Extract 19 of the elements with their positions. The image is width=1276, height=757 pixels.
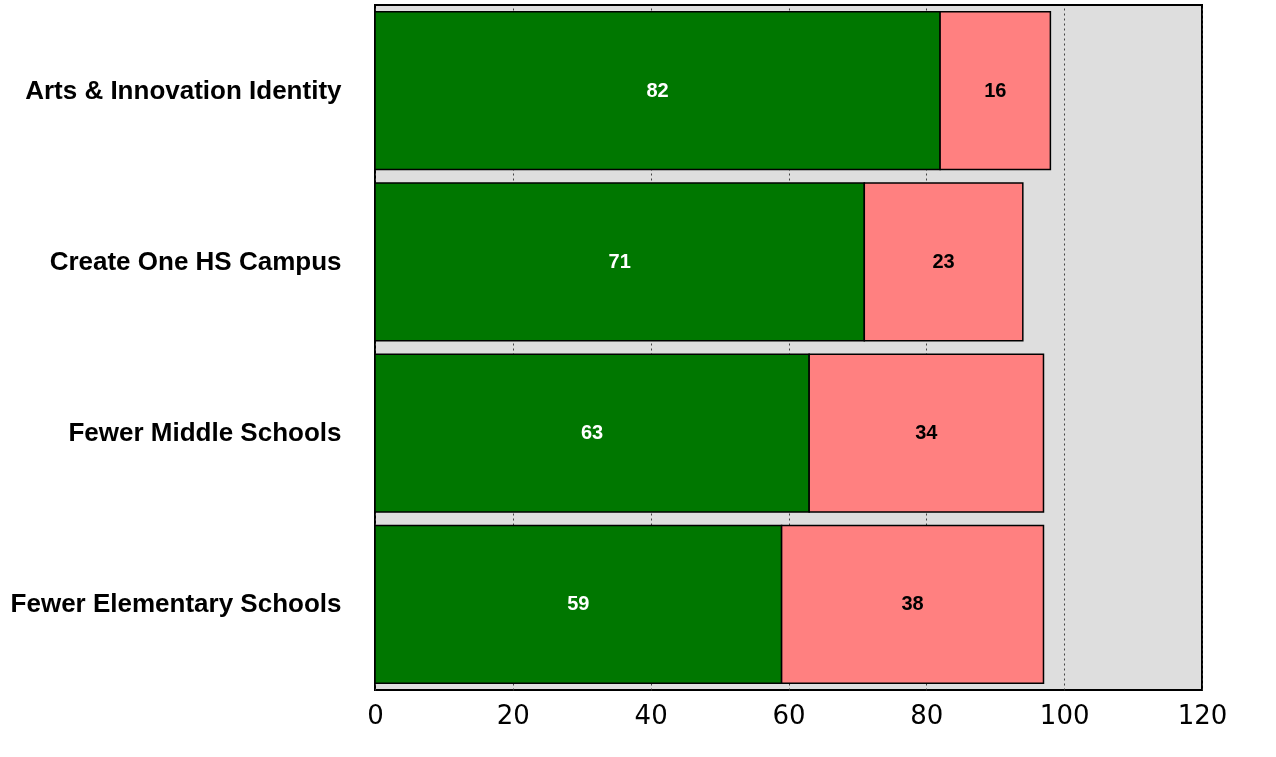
y-tick-label: Fewer Elementary Schools <box>10 588 342 619</box>
y-tick-label: Fewer Middle Schools <box>68 417 342 448</box>
x-tick-label: 60 <box>772 699 806 730</box>
data-label: 71 <box>608 249 631 272</box>
x-tick-label: 120 <box>1177 699 1228 730</box>
x-tick-label: 100 <box>1039 699 1090 730</box>
data-label: 34 <box>915 421 939 444</box>
x-tick-label: 20 <box>496 699 530 730</box>
data-label: 23 <box>932 249 955 272</box>
data-label: 59 <box>567 592 590 615</box>
data-label: 82 <box>646 78 669 101</box>
x-tick-label: 40 <box>634 699 668 730</box>
y-tick-label: Create One HS Campus <box>49 245 342 276</box>
data-label: 16 <box>984 78 1007 101</box>
data-label: 63 <box>580 421 604 444</box>
x-tick-label: 0 <box>367 699 384 730</box>
data-label: 38 <box>901 592 924 615</box>
x-tick-label: 80 <box>910 699 944 730</box>
y-tick-label: Arts & Innovation Identity <box>25 74 343 105</box>
